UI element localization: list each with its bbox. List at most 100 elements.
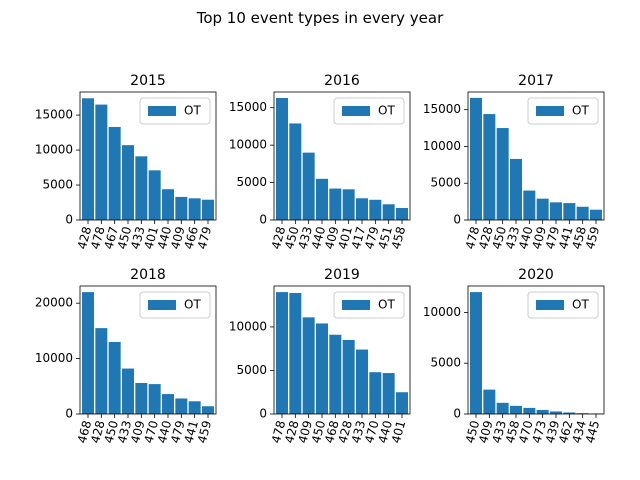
bar-440: [382, 373, 395, 414]
y-tick-label: 5000: [236, 175, 267, 189]
subplot-title: 2018: [130, 267, 166, 283]
x-tick-label: 433: [115, 419, 134, 445]
y-tick-label: 15000: [35, 108, 73, 122]
bar-401: [148, 170, 161, 220]
x-tick-label: 409: [168, 225, 187, 251]
x-tick-label: 440: [375, 419, 394, 445]
y-tick-label: 10000: [229, 319, 267, 333]
bar-458: [510, 405, 522, 414]
legend: OT: [527, 97, 599, 125]
x-tick-label: 401: [335, 225, 354, 251]
x-tick-label: 478: [88, 225, 107, 251]
bar-479: [202, 199, 214, 220]
y-tick-label: 10000: [423, 305, 461, 319]
legend-label: OT: [184, 298, 201, 312]
x-tick-label: 470: [362, 419, 381, 445]
bar-433: [302, 152, 315, 220]
x-tick-label: 440: [516, 225, 535, 251]
bar-409: [302, 317, 315, 414]
bar-433: [356, 349, 368, 414]
y-tick-label: 0: [259, 213, 267, 227]
y-tick-label: 10000: [423, 139, 461, 153]
x-tick-label: 473: [529, 419, 548, 445]
x-tick-label: 450: [115, 225, 134, 251]
bar-479: [175, 398, 188, 414]
legend: OT: [333, 97, 405, 125]
bar-440: [162, 189, 174, 220]
bar-473: [536, 409, 549, 414]
bar-450: [122, 145, 134, 220]
bar-478: [470, 97, 482, 220]
bar-478: [95, 104, 108, 220]
x-tick-label: 440: [309, 225, 328, 251]
x-tick-label: 401: [141, 225, 160, 251]
x-tick-label: 450: [309, 419, 328, 445]
subplot-grid: 2015428478467450433401440409466479050001…: [35, 73, 605, 445]
x-tick-label: 428: [282, 419, 301, 445]
axes-frame: [79, 285, 217, 415]
x-tick-label: 433: [349, 419, 368, 445]
x-tick-label: 445: [583, 419, 602, 445]
legend-label: OT: [572, 104, 589, 118]
bar-428: [342, 339, 355, 414]
bar-470: [523, 407, 536, 414]
x-tick-label: 409: [476, 419, 495, 445]
x-tick-label: 459: [583, 225, 602, 251]
bar-468: [329, 334, 342, 414]
x-tick-label: 428: [88, 419, 107, 445]
legend: OT: [139, 97, 211, 125]
x-tick-label: 440: [155, 225, 174, 251]
x-tick-label: 409: [128, 419, 147, 445]
bar-479: [550, 202, 562, 220]
x-tick-label: 433: [295, 225, 314, 251]
bar-466: [188, 198, 201, 220]
legend: OT: [333, 291, 405, 319]
legend-swatch: [536, 300, 564, 310]
y-tick-label: 15000: [423, 102, 461, 116]
x-tick-label: 470: [516, 419, 535, 445]
bar-440: [523, 190, 536, 220]
axes-frame: [467, 91, 605, 221]
bar-433: [122, 368, 134, 414]
y-tick-label: 10000: [35, 351, 73, 365]
x-tick-label: 468: [75, 419, 94, 445]
y-tick-label: 0: [65, 407, 73, 421]
bar-459: [202, 406, 214, 414]
y-tick-label: 10000: [35, 143, 73, 157]
subplot-title: 2020: [518, 267, 554, 283]
x-tick-label: 428: [476, 225, 495, 251]
x-tick-label: 479: [543, 225, 562, 251]
x-tick-label: 417: [349, 225, 368, 251]
x-tick-label: 441: [181, 419, 200, 445]
bar-478: [276, 292, 288, 414]
bar-401: [342, 189, 355, 220]
bar-440: [162, 394, 174, 414]
bar-458: [396, 208, 408, 220]
x-tick-label: 458: [503, 419, 522, 445]
x-tick-label: 479: [195, 225, 214, 251]
legend-label: OT: [378, 104, 395, 118]
y-tick-label: 5000: [42, 178, 73, 192]
y-tick-label: 5000: [430, 356, 461, 370]
bar-440: [316, 178, 328, 220]
bar-450: [470, 292, 482, 414]
x-tick-label: 450: [463, 419, 482, 445]
x-tick-label: 434: [569, 419, 588, 445]
x-tick-label: 459: [195, 419, 214, 445]
axes-frame: [467, 285, 605, 415]
bar-428: [95, 328, 108, 414]
x-tick-label: 450: [101, 419, 120, 445]
axes-frame: [273, 91, 411, 221]
legend-swatch: [342, 106, 370, 116]
axes-frame: [79, 91, 217, 221]
bar-401: [396, 392, 408, 414]
figure-title: Top 10 event types in every year: [196, 9, 444, 27]
legend: OT: [527, 291, 599, 319]
y-tick-label: 5000: [430, 176, 461, 190]
bar-409: [536, 198, 549, 220]
legend-swatch: [148, 106, 176, 116]
bar-450: [289, 123, 302, 220]
